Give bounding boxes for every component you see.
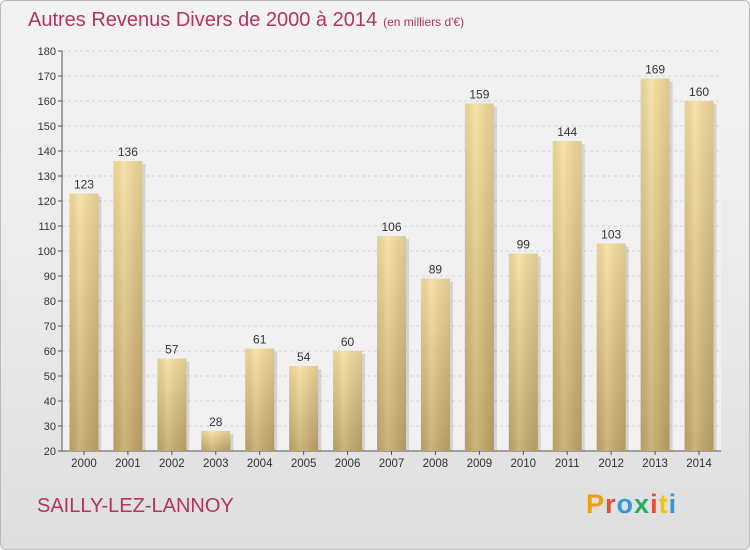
bar-highlight	[333, 351, 363, 451]
chart-subtitle: (en milliers d'€)	[383, 15, 465, 29]
bar-highlight	[69, 193, 99, 451]
y-tick-label: 100	[38, 246, 56, 258]
x-tick-label: 2013	[642, 458, 668, 470]
y-tick-label: 170	[38, 71, 56, 83]
data-label: 169	[645, 63, 665, 77]
logo-letter: i	[650, 489, 659, 519]
data-label: 57	[165, 343, 179, 357]
bar-highlight	[157, 358, 187, 451]
y-tick-label: 140	[38, 146, 56, 158]
label-layer: 20 30 40 50 60 70 80 90 100 110 120 130 140 150 160 170…	[38, 46, 713, 470]
x-tick-label: 2004	[247, 458, 273, 470]
y-tick-label: 70	[44, 321, 56, 333]
y-tick-label: 40	[44, 396, 56, 408]
y-tick-label: 150	[38, 121, 56, 133]
x-tick-label: 2005	[291, 458, 317, 470]
data-label: 99	[517, 238, 531, 252]
y-tick-label: 110	[38, 221, 56, 233]
x-tick-label: 2012	[598, 458, 624, 470]
y-tick-label: 80	[44, 296, 56, 308]
chart-title: Autres Revenus Divers de 2000 à 2014	[28, 9, 378, 31]
bar-layer	[69, 78, 717, 451]
data-label: 160	[689, 85, 709, 99]
x-tick-label: 2001	[115, 458, 141, 470]
proxiti-logo: Proxiti	[586, 489, 677, 520]
x-tick-label: 2007	[379, 458, 405, 470]
bar-highlight	[552, 141, 582, 451]
logo-letter: i	[668, 489, 678, 519]
x-tick-label: 2014	[686, 458, 712, 470]
logo-letter: r	[605, 489, 617, 519]
y-tick-label: 90	[44, 271, 56, 283]
x-tick-label: 2006	[335, 458, 361, 470]
y-tick-label: 20	[44, 446, 56, 458]
x-tick-label: 2009	[467, 458, 493, 470]
data-label: 144	[557, 125, 577, 139]
chart-header: Autres Revenus Divers de 2000 à 2014 (en …	[28, 9, 464, 32]
x-tick-label: 2011	[555, 458, 580, 470]
bar-highlight	[289, 366, 319, 451]
data-label: 123	[74, 178, 94, 192]
y-tick-label: 160	[38, 96, 56, 108]
data-label: 28	[209, 415, 223, 429]
data-label: 61	[253, 333, 267, 347]
logo-letter: t	[658, 489, 669, 519]
data-label: 106	[381, 220, 401, 234]
y-tick-label: 180	[38, 46, 56, 58]
logo-letter: x	[634, 489, 651, 519]
logo-letter: P	[586, 489, 606, 519]
data-label: 89	[429, 263, 443, 277]
logo-letter: o	[616, 489, 635, 519]
bar-highlight	[508, 253, 538, 451]
x-tick-label: 2000	[71, 458, 97, 470]
data-label: 60	[341, 335, 355, 349]
bar-highlight	[201, 431, 231, 451]
bar-highlight	[420, 278, 450, 451]
commune-name: SAILLY-LEZ-LANNOY	[37, 495, 234, 517]
bar-highlight	[596, 243, 626, 451]
y-tick-label: 60	[44, 346, 56, 358]
bar-highlight	[684, 101, 714, 451]
x-tick-label: 2002	[159, 458, 185, 470]
x-tick-label: 2010	[511, 458, 537, 470]
x-tick-label: 2003	[203, 458, 229, 470]
y-tick-label: 120	[38, 196, 56, 208]
x-tick-label: 2008	[423, 458, 449, 470]
bar-highlight	[377, 236, 406, 451]
data-label: 159	[469, 88, 489, 102]
y-tick-label: 50	[44, 371, 56, 383]
data-label: 54	[297, 350, 311, 364]
y-tick-label: 30	[44, 421, 56, 433]
data-label: 136	[118, 145, 138, 159]
bar-highlight	[464, 103, 494, 451]
bar-highlight	[113, 161, 143, 451]
bar-highlight	[245, 348, 275, 451]
data-label: 103	[601, 228, 621, 242]
y-tick-label: 130	[38, 171, 56, 183]
bar-highlight	[640, 78, 670, 451]
